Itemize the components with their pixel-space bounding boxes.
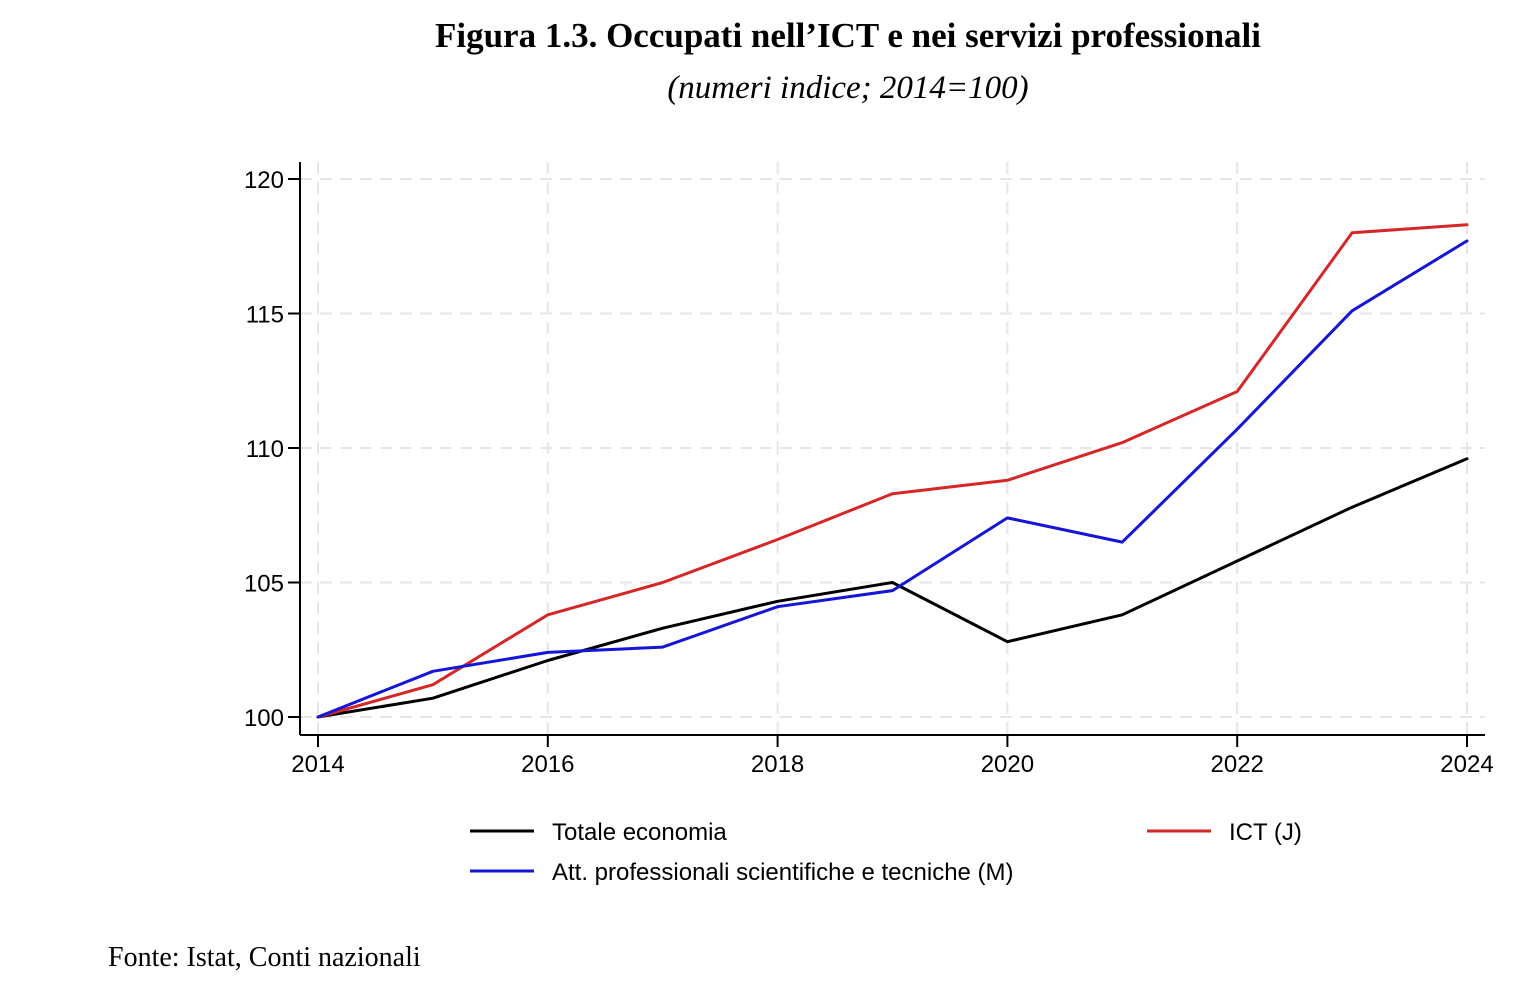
y-tick-label-110: 110 (246, 436, 284, 463)
legend-label-2: ICT (J) (1229, 819, 1302, 846)
y-tick-label-100: 100 (244, 705, 284, 732)
tick-labels: 100 105 110 115 120 2014 2016 2018 2020 2022 2024 (244, 167, 1494, 778)
y-tick-label-105: 105 (244, 571, 284, 598)
x-tick-label-2020: 2020 (981, 751, 1034, 778)
legend: Totale economia ICT (J) Att. professionali… (470, 819, 1302, 886)
series-lines (316, 223, 1469, 719)
x-tick-label-2024: 2024 (1440, 751, 1493, 778)
y-tick-label-115: 115 (246, 302, 284, 329)
y-tick-label-120: 120 (244, 167, 284, 194)
series-line-1 (316, 457, 1469, 719)
series-line-2 (316, 223, 1469, 719)
legend-label-3: Att. professionali scientifiche e tecnic… (552, 859, 1014, 886)
chart-subtitle: (numeri indice; 2014=100) (667, 70, 1029, 106)
axes (288, 162, 1485, 747)
chart-title: Figura 1.3. Occupati nell’ICT e nei serv… (434, 16, 1262, 55)
series-line-3 (316, 239, 1469, 719)
x-tick-label-2016: 2016 (521, 751, 574, 778)
grid-lines (300, 162, 1485, 735)
x-tick-label-2022: 2022 (1211, 751, 1264, 778)
legend-label-1: Totale economia (552, 819, 727, 846)
x-tick-label-2018: 2018 (751, 751, 804, 778)
x-tick-label-2014: 2014 (291, 751, 344, 778)
source-note: Fonte: Istat, Conti nazionali (108, 942, 421, 973)
